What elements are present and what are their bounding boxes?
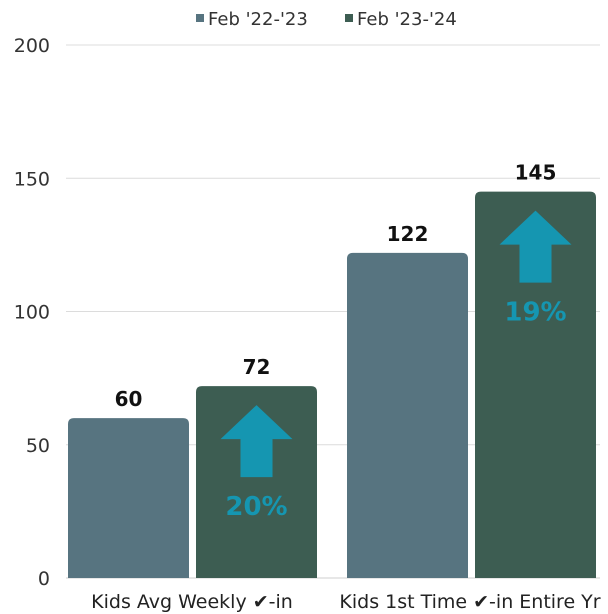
bar bbox=[68, 418, 189, 578]
bar bbox=[475, 191, 596, 578]
bar bbox=[347, 252, 468, 578]
x-category-label: Kids 1st Time ✔-in Entire Yr bbox=[339, 591, 600, 613]
bar-value-label: 60 bbox=[115, 387, 143, 411]
x-category-label: Kids Avg Weekly ✔-in bbox=[91, 591, 293, 613]
y-axis: 0 50 100 150 200 bbox=[14, 35, 50, 590]
percent-change-label: 19% bbox=[504, 298, 566, 328]
legend-label: Feb '22-'23 bbox=[208, 9, 308, 30]
y-tick-label: 0 bbox=[38, 568, 50, 590]
up-arrow-icon bbox=[499, 210, 572, 283]
up-arrow-icon bbox=[220, 405, 293, 478]
bars: 60 72 122 145 20% 19% bbox=[68, 161, 596, 578]
y-tick-label: 200 bbox=[14, 35, 50, 57]
y-tick-label: 150 bbox=[14, 168, 50, 190]
legend-swatch bbox=[345, 14, 353, 22]
y-tick-label: 50 bbox=[26, 435, 50, 457]
legend: Feb '22-'23 Feb '23-'24 bbox=[196, 9, 457, 30]
bar-value-label: 72 bbox=[243, 355, 271, 379]
legend-swatch bbox=[196, 14, 204, 22]
percent-change-label: 20% bbox=[225, 492, 287, 522]
y-tick-label: 100 bbox=[14, 302, 50, 324]
bar-value-label: 122 bbox=[387, 222, 429, 246]
bar-value-label: 145 bbox=[515, 161, 557, 185]
x-axis: Kids Avg Weekly ✔-in Kids 1st Time ✔-in E… bbox=[91, 591, 601, 613]
legend-label: Feb '23-'24 bbox=[357, 9, 457, 30]
